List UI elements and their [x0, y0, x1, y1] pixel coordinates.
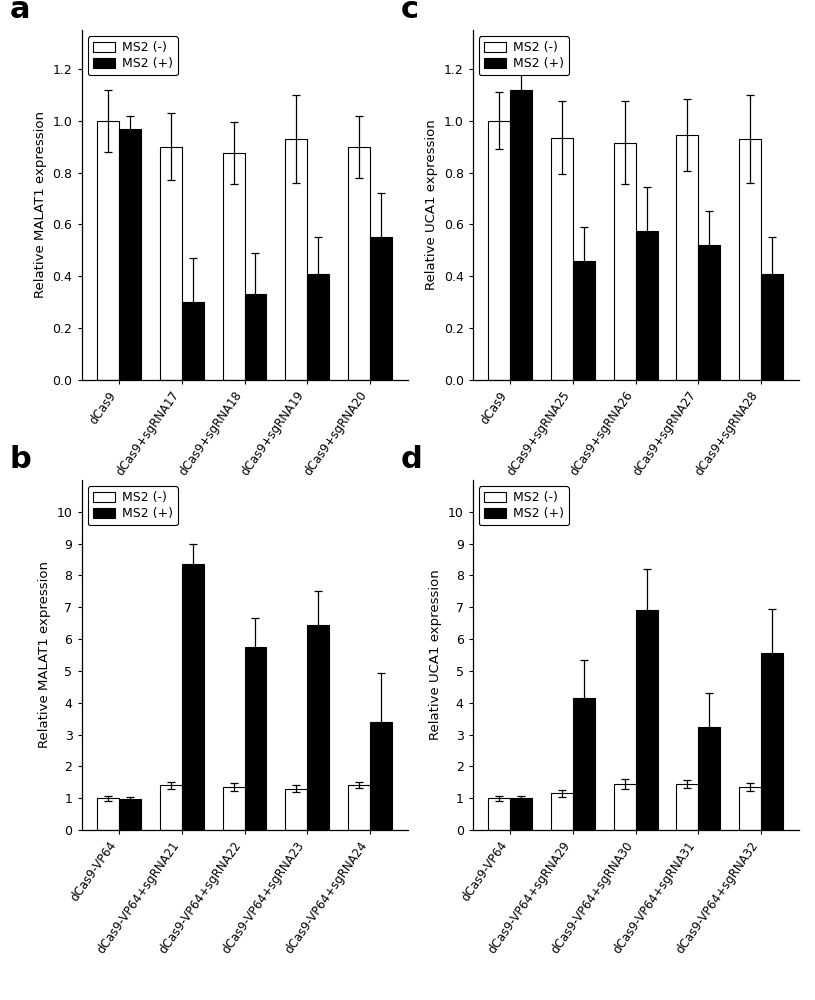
Text: a: a	[10, 0, 30, 24]
Bar	[510, 90, 532, 380]
Bar	[370, 722, 392, 830]
Bar	[676, 135, 698, 380]
Bar	[739, 787, 761, 830]
Bar	[614, 143, 636, 380]
Bar	[97, 121, 119, 380]
Bar	[488, 121, 510, 380]
Bar	[636, 610, 658, 830]
Bar	[551, 138, 573, 380]
Bar	[285, 789, 307, 830]
Legend: MS2 (-), MS2 (+): MS2 (-), MS2 (+)	[88, 486, 178, 525]
Bar	[244, 647, 267, 830]
Bar	[698, 245, 720, 380]
Text: c: c	[401, 0, 419, 24]
Text: d: d	[401, 445, 423, 474]
Bar	[222, 153, 244, 380]
Legend: MS2 (-), MS2 (+): MS2 (-), MS2 (+)	[479, 486, 569, 525]
Bar	[551, 793, 573, 830]
Bar	[510, 798, 532, 830]
Bar	[761, 274, 783, 380]
Y-axis label: Relative UCA1 expression: Relative UCA1 expression	[425, 120, 438, 290]
Y-axis label: Relative MALAT1 expression: Relative MALAT1 expression	[34, 111, 47, 298]
Bar	[698, 727, 720, 830]
Y-axis label: Relative MALAT1 expression: Relative MALAT1 expression	[38, 562, 51, 748]
Bar	[488, 798, 510, 830]
Y-axis label: Relative UCA1 expression: Relative UCA1 expression	[430, 570, 443, 740]
Bar	[182, 564, 204, 830]
Bar	[307, 274, 329, 380]
Bar	[370, 237, 392, 380]
Bar	[739, 139, 761, 380]
Bar	[676, 784, 698, 830]
Bar	[119, 129, 141, 380]
Bar	[119, 799, 141, 830]
Bar	[307, 625, 329, 830]
Bar	[761, 653, 783, 830]
Text: b: b	[10, 445, 32, 474]
Bar	[614, 784, 636, 830]
Bar	[285, 139, 307, 380]
Legend: MS2 (-), MS2 (+): MS2 (-), MS2 (+)	[479, 36, 569, 75]
Bar	[182, 302, 204, 380]
Bar	[222, 787, 244, 830]
Bar	[97, 798, 119, 830]
Bar	[348, 147, 370, 380]
Bar	[244, 294, 267, 380]
Bar	[348, 785, 370, 830]
Bar	[160, 785, 182, 830]
Bar	[573, 261, 595, 380]
Bar	[573, 698, 595, 830]
Bar	[160, 147, 182, 380]
Legend: MS2 (-), MS2 (+): MS2 (-), MS2 (+)	[88, 36, 178, 75]
Bar	[636, 231, 658, 380]
